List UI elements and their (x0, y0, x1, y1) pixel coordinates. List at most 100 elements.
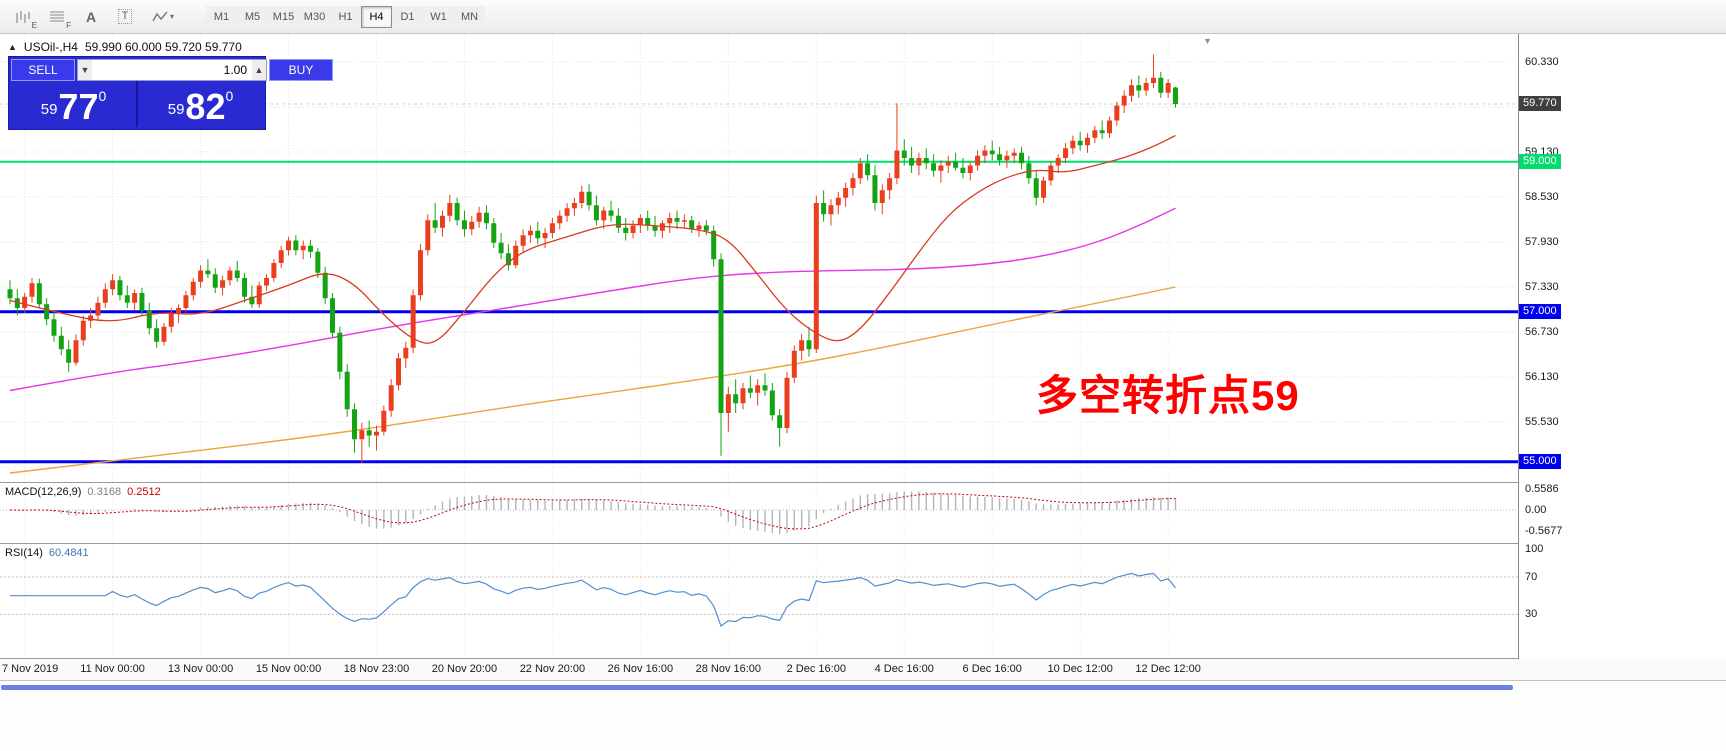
rsi-indicator-panel[interactable] (0, 544, 1518, 658)
shortcut-e-label: E (31, 20, 37, 30)
tf-h4-button[interactable]: H4 (361, 5, 392, 28)
horizontal-level-lines[interactable] (0, 160, 1518, 464)
time-tick: 4 Dec 16:00 (874, 663, 934, 675)
ask-price[interactable]: 59 82 0 (138, 81, 263, 127)
template-tool-icon: T (117, 9, 133, 24)
candle-bars-icon (16, 10, 30, 23)
tf-m5-button[interactable]: M5 (237, 5, 268, 28)
time-tick: 20 Nov 20:00 (431, 663, 498, 675)
tf-h1-button[interactable]: H1 (330, 5, 361, 28)
horizontal-scrollbar[interactable] (1, 685, 1513, 690)
volume-increase-button[interactable]: ▲ (252, 60, 266, 80)
tf-m1-button[interactable]: M1 (206, 5, 237, 28)
bid-ask-divider (136, 81, 138, 127)
price-tick: 56.730 (1525, 326, 1559, 338)
chart-text-annotation[interactable]: 多空转折点59 (1036, 372, 1300, 419)
macd-main-value: 0.3168 (87, 486, 122, 498)
grid-rows-icon (50, 11, 64, 21)
time-tick: 7 Nov 2019 (2, 663, 59, 675)
rsi-name: RSI(14) (5, 547, 43, 559)
time-tick: 26 Nov 16:00 (607, 663, 674, 675)
rsi-label: RSI(14) 60.4841 (5, 547, 89, 559)
template-tool-button[interactable]: T (110, 5, 140, 29)
macd-indicator-panel[interactable] (0, 483, 1518, 543)
rsi-scale-tick: 30 (1525, 608, 1538, 621)
bid-integer: 59 (40, 101, 58, 118)
macd-scale-tick: 0.5586 (1525, 482, 1559, 495)
macd-scale-tick: -0.5677 (1525, 525, 1563, 538)
chart-title: ▲ USOil-,H4 59.990 60.000 59.720 59.770 (8, 40, 242, 54)
toolbar: E F A T ▾ M1 M5 M15 M30 H1 H4 D1 W1 MN (0, 0, 1726, 34)
panel-separator (0, 658, 1726, 659)
ohlc-readout: 59.990 60.000 59.720 59.770 (84, 40, 242, 54)
tf-mn-button[interactable]: MN (454, 5, 485, 28)
time-tick: 12 Dec 12:00 (1135, 663, 1201, 675)
ask-pips: 82 (185, 86, 226, 127)
grid-layer (0, 34, 1518, 482)
time-tick: 11 Nov 00:00 (80, 663, 145, 675)
chart-window: ▲ USOil-,H4 59.990 60.000 59.720 59.770 … (0, 34, 1726, 751)
text-tool-button[interactable]: A (76, 5, 106, 29)
macd-label: MACD(12,26,9) 0.3168 0.2512 (5, 486, 161, 498)
price-tick: 57.330 (1525, 281, 1559, 293)
time-tick: 18 Nov 23:00 (343, 663, 410, 675)
macd-scale-tick: 0.00 (1525, 504, 1547, 516)
price-scale-border (1518, 34, 1519, 680)
ask-point: 0 (225, 88, 234, 104)
volume-decrease-button[interactable]: ▼ (78, 60, 92, 80)
price-tick: 55.530 (1525, 416, 1559, 428)
tf-m15-button[interactable]: M15 (268, 5, 299, 28)
timeframe-group: M1 M5 M15 M30 H1 H4 D1 W1 MN (206, 5, 485, 28)
symbol-timeframe-label: USOil-,H4 (23, 40, 78, 54)
buy-button[interactable]: BUY (269, 59, 333, 81)
indicator-shortcut-e-button[interactable]: E (8, 5, 38, 30)
macd-grid-layer (0, 483, 1518, 543)
time-axis[interactable]: 7 Nov 2019 11 Nov 00:00 13 Nov 00:00 15 Nov… (0, 659, 1726, 680)
bid-pips: 77 (58, 86, 99, 127)
zigzag-icon (152, 11, 168, 21)
price-tick: 60.330 (1525, 56, 1559, 68)
one-click-trading-panel: SELL ▼ ▲ BUY 59 77 0 59 82 0 (8, 56, 333, 130)
rsi-line (10, 572, 1176, 627)
dropdown-caret-icon: ▾ (169, 12, 174, 21)
chart-symbol-icon: ▲ (8, 42, 17, 52)
chart-shift-marker[interactable]: ▼ (1203, 36, 1212, 46)
candles-layer (7, 54, 1178, 464)
macd-name: MACD(12,26,9) (5, 486, 82, 498)
main-price-chart[interactable] (0, 34, 1518, 482)
rsi-scale-tick: 100 (1525, 543, 1544, 555)
ask-integer: 59 (167, 101, 185, 118)
current-price-badge: 59.770 (1519, 96, 1561, 111)
rsi-scale-tick: 70 (1525, 570, 1538, 583)
macd-histogram (16, 491, 1177, 535)
time-tick: 10 Dec 12:00 (1047, 663, 1113, 675)
price-tick: 58.530 (1525, 191, 1559, 203)
shortcut-f-label: F (66, 20, 71, 30)
price-tick: 57.930 (1525, 236, 1559, 248)
price-level-badge: 57.000 (1519, 303, 1561, 319)
tf-w1-button[interactable]: W1 (423, 5, 454, 28)
time-tick: 15 Nov 00:00 (255, 663, 322, 675)
time-axis-border (0, 680, 1726, 681)
time-tick: 28 Nov 16:00 (695, 663, 762, 675)
price-scale[interactable]: 60.330 59.130 58.530 57.930 57.330 56.730 56.1… (1519, 34, 1726, 680)
fast-moving-average (9, 134, 1176, 344)
bid-price[interactable]: 59 77 0 (11, 81, 136, 127)
time-tick: 22 Nov 20:00 (519, 663, 586, 675)
tf-d1-button[interactable]: D1 (392, 5, 423, 28)
volume-input[interactable] (92, 60, 252, 80)
indicator-shortcut-f-button[interactable]: F (42, 5, 72, 30)
macd-signal-line (9, 493, 1176, 530)
tf-m30-button[interactable]: M30 (299, 5, 330, 28)
price-tick: 56.130 (1525, 371, 1559, 383)
panel-separator[interactable] (0, 482, 1726, 483)
time-tick: 2 Dec 16:00 (786, 663, 846, 675)
time-tick: 13 Nov 00:00 (167, 663, 234, 675)
bid-point: 0 (98, 88, 107, 104)
price-level-badge: 59.000 (1519, 153, 1561, 169)
rsi-value: 60.4841 (48, 547, 89, 559)
price-level-badge: 55.000 (1519, 453, 1561, 469)
zigzag-tool-button[interactable]: ▾ (144, 5, 182, 29)
sell-button[interactable]: SELL (11, 59, 75, 81)
panel-separator[interactable] (0, 543, 1726, 544)
